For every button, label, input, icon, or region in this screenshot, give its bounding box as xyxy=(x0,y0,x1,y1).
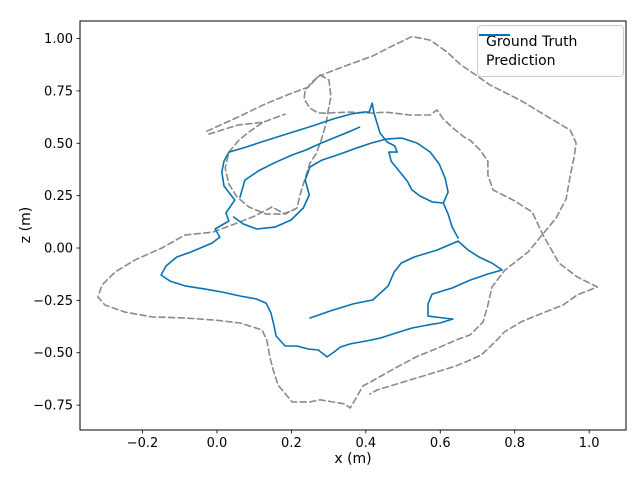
y-tick-label: 0.00 xyxy=(44,242,73,257)
x-tick-label: −0.2 xyxy=(127,436,159,451)
legend: Ground Truth Prediction xyxy=(477,25,624,77)
y-axis-label: z (m) xyxy=(18,206,34,244)
x-tick-label: 0.4 xyxy=(355,436,376,451)
trajectory-path xyxy=(97,35,599,409)
x-tick-label: 0.0 xyxy=(207,436,228,451)
plot-area-border xyxy=(79,20,627,431)
prediction-line xyxy=(160,102,503,358)
series-layer xyxy=(97,35,599,409)
y-tick-label: 0.75 xyxy=(44,84,73,99)
y-tick-label: −0.25 xyxy=(33,294,73,309)
y-tick-label: −0.75 xyxy=(33,399,73,414)
trajectory-path xyxy=(224,122,296,215)
y-tick-label: 1.00 xyxy=(44,32,73,47)
x-tick-label: 0.8 xyxy=(504,436,525,451)
trajectory-path xyxy=(208,113,286,135)
y-tick-label: 0.25 xyxy=(44,189,73,204)
x-tick-label: 0.6 xyxy=(430,436,451,451)
axes-layer: −0.2 0.0 0.2 0.4 0.6 0.8 1.0 1.00 0.75 0.50 0.25 0.… xyxy=(33,20,627,451)
x-axis-label: x (m) xyxy=(334,451,372,467)
ground-truth-line xyxy=(97,35,599,409)
x-tick-label: 0.2 xyxy=(281,436,302,451)
legend-label-ground-truth: Ground Truth xyxy=(486,33,578,50)
x-tick-label: 1.0 xyxy=(579,436,600,451)
solid-line-icon xyxy=(479,34,510,36)
trajectory-path xyxy=(442,202,459,239)
trajectory-path xyxy=(239,126,361,198)
legend-item-prediction: Prediction xyxy=(479,34,615,70)
trajectory-path xyxy=(160,102,503,358)
legend-label-prediction: Prediction xyxy=(486,52,556,69)
y-tick-label: −0.50 xyxy=(33,346,73,361)
y-tick-label: 0.50 xyxy=(44,137,73,152)
